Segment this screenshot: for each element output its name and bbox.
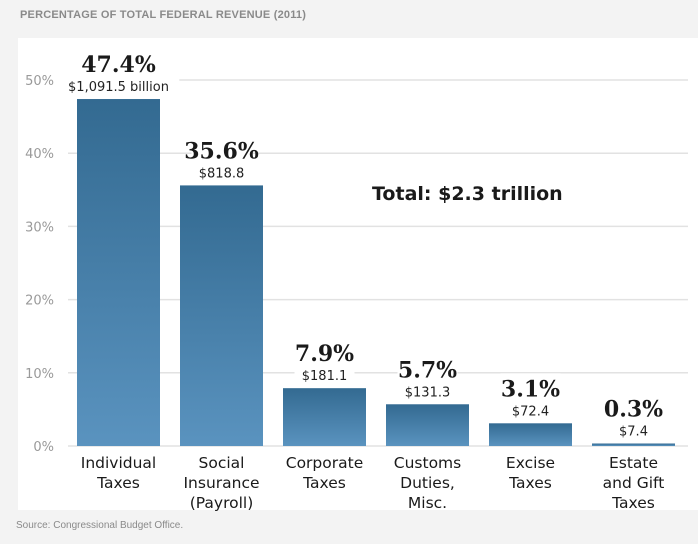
- amount-label: $181.1: [302, 369, 348, 384]
- y-tick-label: 30%: [25, 220, 54, 235]
- category-label: Excise: [506, 454, 555, 472]
- value-label: 35.6%: [184, 138, 259, 164]
- label-background: [500, 373, 561, 420]
- bar: [180, 185, 263, 446]
- category-label: Duties,: [400, 474, 455, 492]
- amount-label: $1,091.5 billion: [68, 80, 169, 95]
- total-annotation: Total: $2.3 trillion: [372, 183, 563, 205]
- value-label: 7.9%: [295, 341, 354, 367]
- bar: [386, 404, 469, 446]
- value-label: 5.7%: [398, 357, 457, 383]
- category-label: Taxes: [611, 494, 655, 512]
- bar: [283, 388, 366, 446]
- chart-title: PERCENTAGE OF TOTAL FEDERAL REVENUE (201…: [20, 9, 307, 21]
- category-label: Taxes: [508, 474, 552, 492]
- bars: [77, 99, 675, 447]
- category-label: (Payroll): [190, 494, 254, 512]
- y-tick-label: 0%: [33, 440, 54, 455]
- label-background: [191, 135, 252, 182]
- amount-label: $72.4: [512, 404, 549, 419]
- category-label: Individual: [81, 454, 157, 472]
- source-note: Source: Congressional Budget Office.: [16, 520, 184, 531]
- category-label: Taxes: [302, 474, 346, 492]
- y-axis-ticks: 0% 10% 20% 30% 40% 50%: [25, 74, 54, 455]
- y-tick-label: 50%: [25, 74, 54, 89]
- x-axis-labels: Individual Taxes Social Insurance (Payroll) C…: [81, 454, 665, 512]
- category-label: Estate: [609, 454, 658, 472]
- category-label: and Gift: [603, 474, 665, 492]
- bar: [489, 423, 572, 446]
- amount-label: $7.4: [619, 425, 648, 440]
- category-label: Social: [199, 454, 245, 472]
- label-background: [294, 338, 355, 385]
- y-tick-label: 20%: [25, 294, 54, 309]
- data-labels: 47.4% $1,091.5 billion 35.6% $818.8 7.9% $181…: [57, 49, 664, 440]
- label-background: [57, 49, 180, 96]
- bar: [77, 99, 160, 447]
- category-label: Misc.: [408, 494, 447, 512]
- y-tick-label: 10%: [25, 367, 54, 382]
- value-label: 47.4%: [81, 52, 156, 78]
- y-tick-label: 40%: [25, 147, 54, 162]
- label-background: [397, 354, 458, 401]
- category-label: Taxes: [96, 474, 140, 492]
- amount-label: $131.3: [405, 385, 451, 400]
- category-label: Corporate: [286, 454, 364, 472]
- category-label: Customs: [394, 454, 461, 472]
- category-label: Insurance: [183, 474, 259, 492]
- value-label: 0.3%: [604, 397, 663, 423]
- gridlines: [68, 79, 688, 447]
- amount-label: $818.8: [199, 166, 245, 181]
- value-label: 3.1%: [501, 376, 560, 402]
- bar: [592, 443, 675, 446]
- label-background: [603, 393, 664, 440]
